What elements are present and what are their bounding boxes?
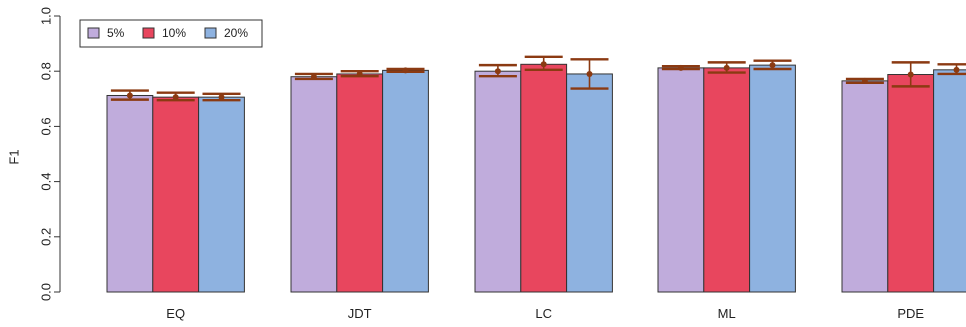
bar bbox=[336, 73, 384, 293]
legend: 5% 10% 20% bbox=[79, 19, 263, 48]
error-point bbox=[907, 71, 914, 78]
x-category-label: PDE bbox=[897, 306, 924, 321]
error-bar bbox=[340, 69, 379, 78]
error-point bbox=[310, 73, 317, 80]
y-tick-label: 1.0 bbox=[39, 7, 54, 25]
y-tick-label: 0.4 bbox=[39, 173, 54, 191]
error-bar bbox=[294, 72, 333, 81]
x-category-label: ML bbox=[718, 306, 736, 321]
legend-label: 10% bbox=[162, 26, 186, 40]
error-bar bbox=[707, 61, 746, 74]
bar bbox=[382, 69, 429, 293]
y-tick-label: 0.2 bbox=[39, 228, 54, 246]
bar bbox=[566, 73, 613, 293]
bar bbox=[841, 80, 889, 293]
error-bar bbox=[386, 67, 425, 74]
y-axis-label: F1 bbox=[7, 149, 22, 164]
error-point bbox=[723, 64, 730, 71]
bar-groups bbox=[106, 63, 966, 293]
error-point bbox=[677, 64, 684, 71]
bar bbox=[474, 70, 522, 293]
legend-swatch bbox=[142, 27, 155, 39]
error-point bbox=[769, 62, 776, 69]
error-point bbox=[172, 94, 179, 101]
error-bar bbox=[478, 63, 517, 78]
x-category-label: JDT bbox=[348, 306, 372, 321]
error-bar bbox=[845, 77, 884, 84]
legend-box bbox=[79, 19, 263, 48]
y-tick-label: 0.8 bbox=[39, 62, 54, 80]
bar bbox=[749, 64, 796, 293]
error-point bbox=[356, 70, 363, 77]
bar bbox=[520, 63, 568, 293]
bar bbox=[290, 76, 338, 293]
bar bbox=[106, 94, 154, 293]
error-bars bbox=[110, 55, 966, 102]
legend-swatch bbox=[87, 27, 100, 39]
y-axis: 0.0 0.2 0.4 0.6 0.8 1.0 F1 bbox=[7, 7, 61, 301]
error-bar bbox=[156, 91, 195, 102]
error-point bbox=[953, 66, 960, 73]
legend-label: 20% bbox=[224, 26, 248, 40]
error-point bbox=[126, 92, 133, 99]
x-axis-labels: EQ JDT LC ML PDE bbox=[166, 306, 924, 321]
error-bar bbox=[753, 59, 792, 71]
bar bbox=[933, 69, 966, 293]
error-point bbox=[494, 68, 501, 75]
error-bar bbox=[891, 61, 930, 88]
x-category-label: EQ bbox=[166, 306, 185, 321]
bar bbox=[887, 74, 935, 293]
bar bbox=[657, 67, 705, 293]
y-tick-label: 0.6 bbox=[39, 117, 54, 135]
error-bar bbox=[202, 92, 241, 102]
error-bar bbox=[524, 55, 563, 72]
error-bar bbox=[570, 58, 609, 90]
error-point bbox=[861, 77, 868, 84]
x-category-label: LC bbox=[535, 306, 552, 321]
error-bar bbox=[937, 63, 966, 76]
error-bar bbox=[110, 89, 149, 101]
error-point bbox=[586, 70, 593, 77]
error-point bbox=[540, 61, 547, 68]
legend-swatch bbox=[204, 27, 217, 39]
error-bar bbox=[661, 64, 700, 71]
error-point bbox=[218, 94, 225, 101]
bar bbox=[152, 96, 200, 293]
error-point bbox=[402, 67, 409, 74]
bar bbox=[198, 96, 245, 293]
legend-label: 5% bbox=[107, 26, 125, 40]
y-tick-label: 0.0 bbox=[39, 283, 54, 301]
bar bbox=[703, 67, 751, 293]
